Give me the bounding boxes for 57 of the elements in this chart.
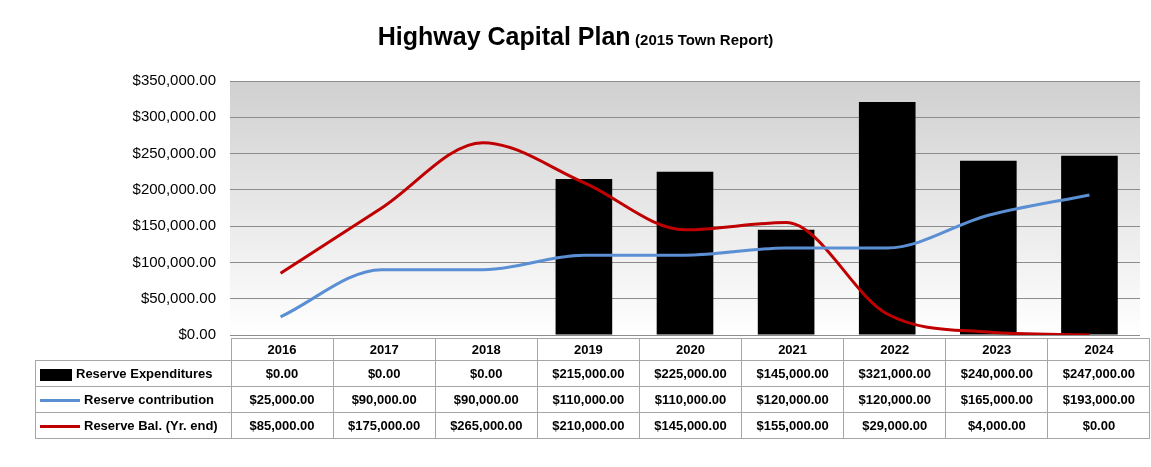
bar bbox=[858, 102, 916, 335]
y-tick-label: $100,000.00 bbox=[132, 252, 216, 270]
data-label: $90,000.00 bbox=[333, 386, 436, 413]
legend-label: Reserve contribution bbox=[84, 392, 215, 407]
y-tick-label: $200,000.00 bbox=[132, 180, 216, 197]
data-label: $25,000.00 bbox=[231, 386, 334, 413]
line-series bbox=[279, 193, 1091, 319]
chart-title: Highway Capital Plan bbox=[377, 22, 631, 50]
y-tick-label: $150,000.00 bbox=[132, 216, 216, 234]
bar bbox=[555, 178, 613, 335]
y-tick-label: $50,000.00 bbox=[140, 288, 216, 306]
x-tick-label: 2019 bbox=[537, 338, 640, 361]
y-tick-label: $300,000.00 bbox=[132, 107, 216, 125]
bar bbox=[757, 229, 815, 335]
x-tick-label: 2024 bbox=[1047, 338, 1150, 361]
x-tick-label: 2017 bbox=[333, 338, 436, 361]
data-label: $321,000.00 bbox=[843, 360, 946, 387]
y-tick-label: $0.00 bbox=[178, 325, 216, 343]
data-label: $165,000.00 bbox=[945, 386, 1048, 413]
x-tick-label: 2023 bbox=[945, 338, 1048, 361]
bar bbox=[656, 171, 714, 335]
data-label: $0.00 bbox=[231, 360, 334, 387]
data-label: $193,000.00 bbox=[1047, 386, 1150, 413]
data-label: $175,000.00 bbox=[333, 412, 436, 439]
data-label: $29,000.00 bbox=[843, 412, 946, 439]
data-label: $0.00 bbox=[333, 360, 436, 387]
legend-label: Reserve Bal. (Yr. end) bbox=[84, 418, 218, 433]
y-tick-label: $250,000.00 bbox=[132, 143, 216, 161]
data-label: $90,000.00 bbox=[435, 386, 538, 413]
data-label: $215,000.00 bbox=[537, 360, 640, 387]
chart-subtitle: (2015 Town Report) bbox=[635, 31, 774, 48]
data-label: $0.00 bbox=[1047, 412, 1150, 439]
data-label: $265,000.00 bbox=[435, 412, 538, 439]
data-label: $225,000.00 bbox=[639, 360, 742, 387]
data-label: $120,000.00 bbox=[741, 386, 844, 413]
x-tick-label: 2016 bbox=[231, 338, 334, 361]
legend-label: Reserve Expenditures bbox=[76, 366, 213, 381]
x-tick-label: 2021 bbox=[741, 338, 844, 361]
data-label: $110,000.00 bbox=[537, 386, 640, 413]
data-label: $240,000.00 bbox=[945, 360, 1048, 387]
data-label: $210,000.00 bbox=[537, 412, 640, 439]
data-label: $145,000.00 bbox=[639, 412, 742, 439]
data-label: $0.00 bbox=[435, 360, 538, 387]
y-tick-label: $350,000.00 bbox=[132, 71, 216, 89]
bar bbox=[1061, 155, 1118, 335]
line-series bbox=[279, 141, 1091, 335]
data-label: $145,000.00 bbox=[741, 360, 844, 387]
data-label: $85,000.00 bbox=[231, 412, 334, 439]
x-tick-label: 2022 bbox=[843, 338, 946, 361]
data-label: $110,000.00 bbox=[639, 386, 742, 413]
x-tick-label: 2020 bbox=[639, 338, 742, 361]
data-label: $155,000.00 bbox=[741, 412, 844, 439]
x-tick-label: 2018 bbox=[435, 338, 538, 361]
data-label: $247,000.00 bbox=[1047, 360, 1150, 387]
data-label: $4,000.00 bbox=[945, 412, 1048, 439]
data-label: $120,000.00 bbox=[843, 386, 946, 413]
bar bbox=[960, 160, 1017, 335]
